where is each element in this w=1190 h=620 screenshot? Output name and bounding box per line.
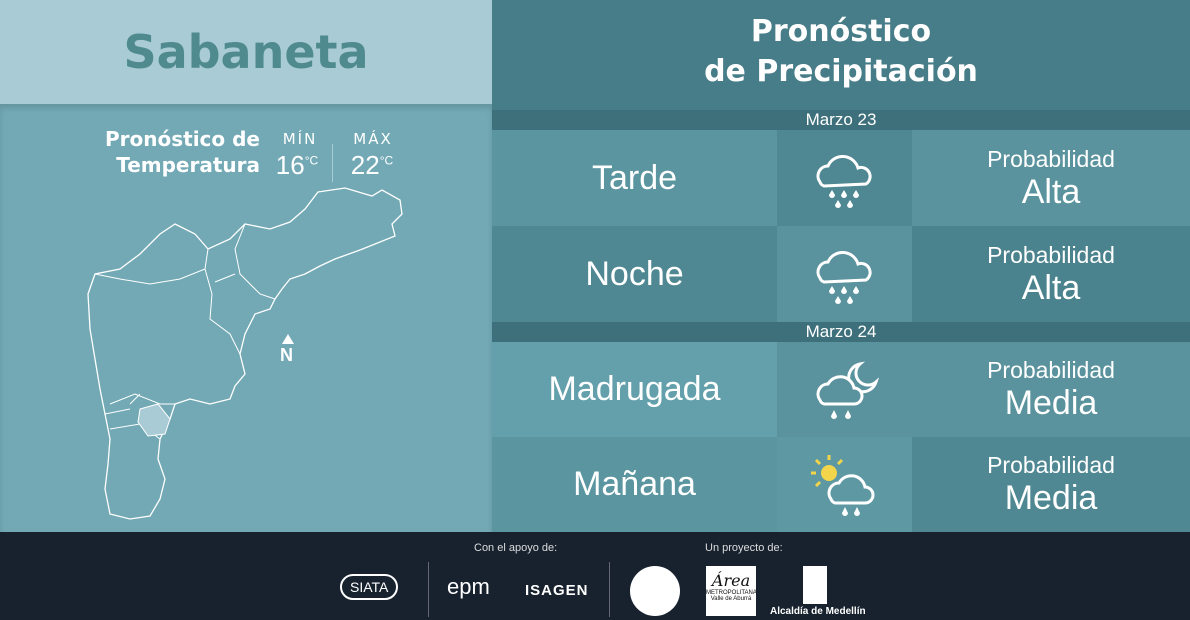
probability-level: Alta [1021, 268, 1081, 307]
divider [428, 562, 429, 617]
logo-text: METROPOLITANA [706, 590, 757, 596]
precipitation-header: Pronóstico de Precipitación [492, 0, 1190, 110]
probability: Probabilidad Alta [912, 130, 1190, 226]
logo-text: Área [711, 571, 751, 590]
temperature-title: Pronóstico de Temperatura [90, 126, 260, 178]
logo-text: Valle de Aburrá [710, 596, 752, 602]
siata-logo: SIATA [340, 574, 399, 600]
area-metropolitana-logo: Área METROPOLITANA Valle de Aburrá [706, 566, 757, 616]
probability: Probabilidad Media [912, 342, 1190, 437]
map-divisions [94, 223, 276, 440]
title-line2: Temperatura [116, 153, 260, 177]
moon-cloud-rain-icon [777, 342, 912, 437]
unit: °C [379, 153, 394, 168]
municipality-map [87, 187, 403, 520]
min-number: 16 [275, 150, 305, 180]
probability: Probabilidad Alta [912, 226, 1190, 322]
period-name: Mañana [492, 437, 777, 532]
cloud-heavy-rain-icon [777, 226, 912, 322]
footer: Con el apoyo de: Un proyecto de: SIATA e… [0, 532, 1190, 620]
forecast-row: Mañana Probabilidad Media [492, 437, 1190, 532]
probability-level: Media [1004, 384, 1098, 422]
divider [609, 562, 610, 617]
title-line1: Pronóstico de [105, 127, 260, 151]
title-line2: de Precipitación [704, 54, 978, 89]
max-number: 22 [350, 150, 380, 180]
period-name: Noche [492, 226, 777, 322]
max-label: MÁX [353, 130, 393, 148]
min-value: 16°C [262, 150, 332, 181]
divider [332, 144, 333, 182]
period-name: Madrugada [492, 342, 777, 437]
epm-logo: epm [447, 574, 490, 599]
probability-label: Probabilidad [987, 145, 1115, 172]
probability-label: Probabilidad [987, 241, 1115, 268]
probability-label: Probabilidad [987, 452, 1115, 478]
map-outline [87, 187, 403, 520]
forecast-row: Noche Probabilidad Alta [492, 226, 1190, 322]
probability-level: Media [1004, 479, 1098, 517]
period-name: Tarde [492, 130, 777, 226]
min-label: MÍN [282, 130, 318, 148]
cloud-heavy-rain-icon [777, 130, 912, 226]
probability-level: Alta [1021, 172, 1081, 211]
probability-label: Probabilidad [987, 357, 1115, 383]
sabaneta-highlight [137, 403, 171, 437]
max-value: 22°C [337, 150, 407, 181]
project-label: Un proyecto de: [705, 542, 783, 554]
isagen-logo: ISAGEN [525, 582, 589, 599]
date-bar: Marzo 23 [492, 110, 1190, 130]
alcaldia-shield-icon [803, 566, 827, 604]
date-bar: Marzo 24 [492, 322, 1190, 342]
location-title: Sabaneta [0, 0, 492, 104]
temperature-panel: Pronóstico de Temperatura MÍN 16°C MÁX 2… [0, 104, 492, 532]
forecast-row: Tarde Probabilidad Alta [492, 130, 1190, 226]
probability: Probabilidad Media [912, 437, 1190, 532]
alcaldia-logo: Alcaldía de Medellín [770, 606, 866, 617]
forecast-row: Madrugada Probabilidad Media [492, 342, 1190, 437]
unit: °C [304, 153, 319, 168]
north-label: N [280, 345, 293, 365]
medellin-seal [630, 566, 680, 616]
sun-cloud-rain-icon [777, 437, 912, 532]
title-line1: Pronóstico [750, 14, 932, 49]
support-label: Con el apoyo de: [474, 542, 558, 554]
north-arrow-icon [282, 334, 294, 344]
